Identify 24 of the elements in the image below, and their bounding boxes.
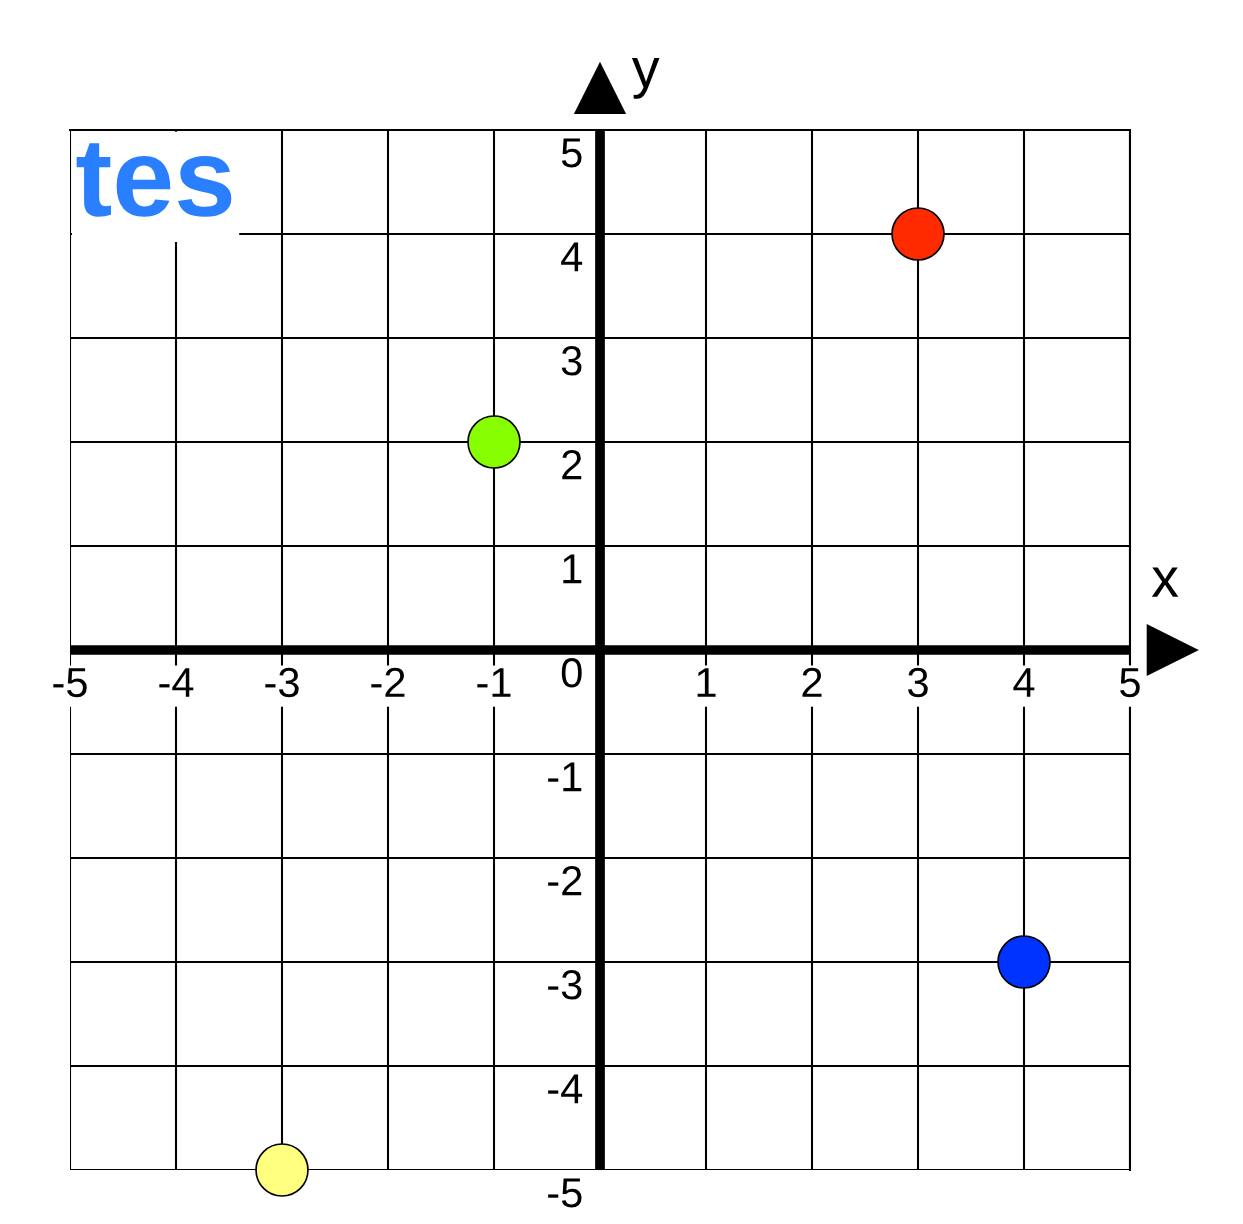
x-tick-label: 2 [802,667,822,697]
x-tick-label: 1 [697,668,716,697]
x-axis-title: x [1151,567,1179,597]
y-tick-label: -3 [548,970,582,1000]
y-tick-label: 1 [563,554,582,584]
y-tick-label: -2 [548,866,582,896]
x-tick-label: -3 [265,667,299,698]
x-tick-label: 3 [908,667,928,698]
y-tick-label: -5 [548,1178,582,1208]
x-tick-label: -4 [159,668,194,697]
x-tick-label: -2 [371,667,405,697]
x-tick-label: 5 [1120,668,1140,698]
y-tick-label: 4 [561,242,583,272]
annotation: tes [76,143,232,217]
y-tick-label: 3 [561,346,582,376]
x-tick-label: 4 [1013,668,1035,697]
y-axis-title: y [631,57,660,99]
x-tick-label: -1 [477,668,511,697]
y-tick-label: 5 [561,138,582,168]
y-tick-label: 2 [562,450,582,480]
y-tick-label: -4 [548,1074,583,1104]
x-tick-label: -5 [53,668,87,698]
y-tick-label: -1 [548,762,582,792]
y-tick-label: 0 [561,658,582,688]
